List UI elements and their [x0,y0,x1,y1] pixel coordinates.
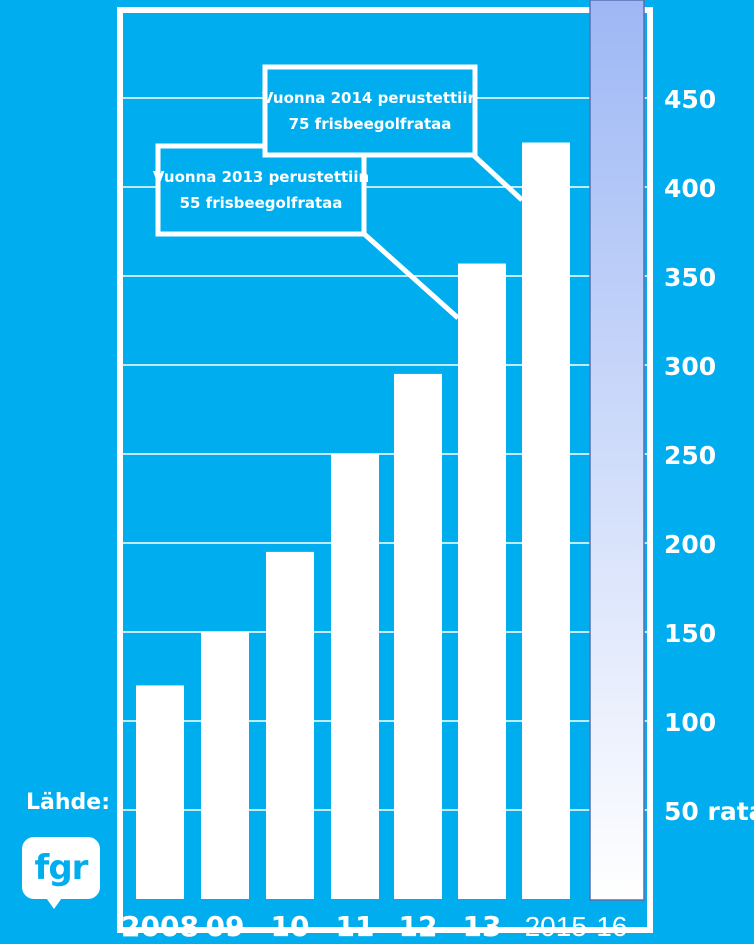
bar [458,263,506,899]
x-tick-label: 2008 [121,910,199,943]
x-tick-label: 12 [399,910,438,943]
annotation-text-line2: 55 frisbeegolfrataa [180,194,343,212]
x-tick-label: 09 [206,910,245,943]
y-tick-label: 350 [664,263,716,292]
y-tick-label: 100 [664,708,716,737]
y-tick-label: 400 [664,174,716,203]
bar [394,373,442,899]
annotation-text-line2: 75 frisbeegolfrataa [289,115,452,133]
bar [522,142,570,899]
annotation-box [262,64,478,158]
y-tick-label: 50 rataa [664,797,754,826]
bar [201,632,249,899]
annotation-text-line1: Vuonna 2013 perustettiin [153,168,369,186]
annotation-text-line1: Vuonna 2014 perustettiin [262,89,478,107]
x-tick-label: 13 [463,910,502,943]
chart-frame [117,7,653,933]
source-label: Lähde: [26,790,110,815]
annotation-box [155,143,367,237]
x-tick-label: 11 [336,910,375,943]
y-tick-label: 300 [664,352,716,381]
x-tick-label: 2015-16 [525,911,628,942]
bar [136,685,184,899]
bar [266,551,314,899]
y-tick-label: 450 [664,85,716,114]
y-tick-label: 150 [664,619,716,648]
y-tick-label: 250 [664,441,716,470]
annotation-leader-line [360,230,460,320]
fgr-logo: fgr [22,837,100,899]
x-tick-label: 10 [271,910,310,943]
fgr-logo-tail [44,895,64,909]
overlay-strip [589,0,645,901]
fgr-logo-text: fgr [34,848,89,888]
y-tick-label: 200 [664,530,716,559]
bar [331,454,379,899]
annotation-leader-line [468,150,524,202]
